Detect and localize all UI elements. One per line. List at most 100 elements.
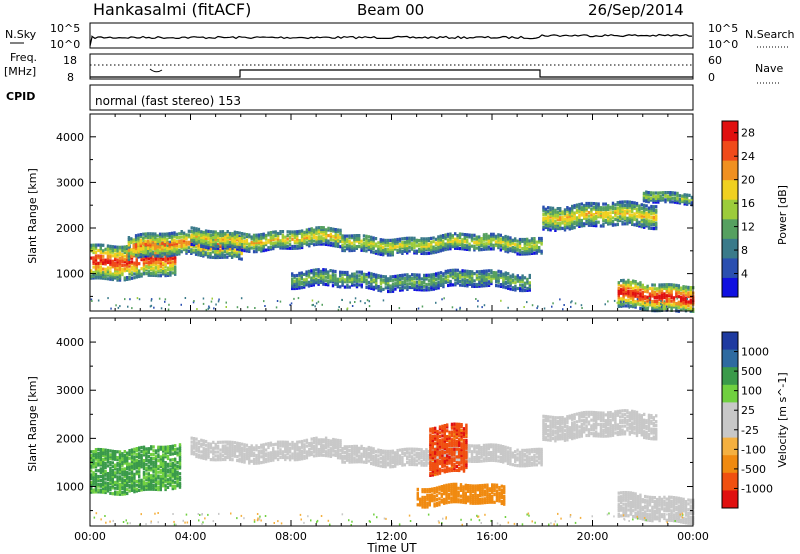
velocity-echo-cell (140, 480, 143, 484)
power-echo-cell (170, 246, 174, 250)
power-echo-cell (386, 238, 390, 242)
power-echo-cell (116, 254, 119, 258)
velocity-echo-cell (296, 456, 299, 460)
power-echo-cell (632, 290, 635, 294)
power-echo-cell (370, 241, 373, 245)
velocity-echo-cell (140, 457, 143, 461)
power-echo-cell (485, 242, 488, 246)
velocity-echo-cell (97, 455, 100, 459)
power-echo-cell (471, 272, 474, 276)
power-noise-cell (666, 305, 668, 308)
velocity-echo-cell (308, 443, 311, 448)
velocity-echo-cell (109, 449, 112, 453)
velocity-echo-cell (169, 475, 172, 479)
power-echo-cell (656, 307, 659, 311)
power-echo-cell (182, 244, 186, 248)
power-echo-cell (406, 236, 409, 240)
power-echo-cell (142, 254, 145, 258)
power-echo-cell (348, 234, 351, 238)
power-echo-cell (339, 277, 342, 282)
power-echo-cell (116, 245, 119, 249)
power-noise-cell (205, 308, 208, 311)
power-echo-cell (169, 268, 172, 272)
power-echo-cell (597, 220, 600, 224)
power-echo-cell (583, 224, 586, 228)
power-echo-cell (300, 238, 304, 242)
power-echo-cell (109, 252, 112, 256)
power-echo-cell (626, 209, 629, 213)
power-echo-cell (336, 239, 340, 243)
power-echo-cell (528, 241, 531, 245)
power-echo-cell (675, 289, 678, 293)
power-echo-cell (458, 239, 462, 243)
power-echo-cell (288, 239, 292, 243)
power-echo-cell (396, 279, 399, 284)
power-echo-cell (145, 264, 148, 268)
power-echo-cell (379, 247, 382, 251)
power-echo-cell (317, 271, 320, 275)
power-echo-cell (149, 254, 152, 258)
power-echo-cell (149, 245, 152, 249)
power-echo-cell (627, 298, 630, 303)
power-echo-cell (322, 277, 325, 281)
power-echo-cell (492, 232, 495, 236)
velocity-echo-cell (174, 467, 177, 471)
power-echo-cell (556, 223, 559, 227)
velocity-echo-cell (231, 452, 234, 456)
power-echo-cell (466, 275, 469, 279)
power-echo-cell (174, 265, 177, 269)
power-echo-cell (161, 241, 164, 245)
velocity-echo-cell (145, 447, 148, 451)
power-echo-cell (435, 272, 438, 276)
power-echo-cell (535, 247, 538, 252)
power-echo-cell (645, 215, 648, 219)
power-echo-cell (384, 242, 387, 246)
power-echo-cell (346, 247, 349, 251)
power-echo-cell (178, 248, 181, 252)
power-echo-cell (607, 218, 610, 222)
power-echo-cell (676, 191, 679, 195)
power-echo-cell (138, 269, 141, 273)
power-echo-cell (272, 236, 275, 240)
power-echo-cell (238, 249, 241, 253)
velocity-echo-cell (166, 464, 170, 468)
velocity-echo-cell (121, 473, 124, 477)
power-echo-cell (367, 242, 370, 246)
velocity-echo-cell (104, 464, 107, 468)
power-echo-cell (487, 276, 491, 280)
power-echo-cell (195, 229, 198, 233)
power-echo-cell (384, 275, 387, 279)
power-echo-cell (180, 230, 183, 234)
power-noise-cell (202, 302, 205, 305)
power-echo-cell (657, 196, 660, 200)
velocity-echo-cell (152, 445, 155, 449)
velocity-echo-cell (226, 442, 229, 446)
power-echo-cell (624, 282, 628, 286)
power-echo-cell (470, 235, 474, 239)
power-echo-cell (149, 241, 152, 245)
velocity-echo-cell (162, 468, 165, 472)
power-echo-cell (127, 256, 131, 260)
power-echo-cell (291, 283, 294, 287)
power-echo-cell (317, 226, 321, 230)
power-echo-cell (571, 217, 574, 221)
power-noise-cell (580, 304, 583, 307)
power-echo-cell (346, 285, 349, 289)
power-noise-cell (97, 299, 100, 302)
power-echo-cell (651, 288, 654, 293)
power-echo-cell (619, 206, 622, 210)
power-echo-cell (396, 278, 399, 282)
power-echo-cell (281, 244, 285, 248)
power-echo-cell (622, 289, 625, 293)
velocity-echo-cell (305, 456, 309, 460)
power-noise-cell (526, 301, 528, 304)
power-echo-cell (182, 238, 186, 243)
velocity-echo-cell (152, 466, 155, 470)
velocity-echo-cell (288, 446, 292, 450)
power-echo-cell (175, 240, 179, 244)
power-echo-cell (538, 240, 541, 244)
power-echo-cell (166, 248, 169, 252)
velocity-echo-cell (145, 472, 148, 476)
power-noise-cell (398, 307, 401, 310)
power-echo-cell (114, 256, 117, 260)
